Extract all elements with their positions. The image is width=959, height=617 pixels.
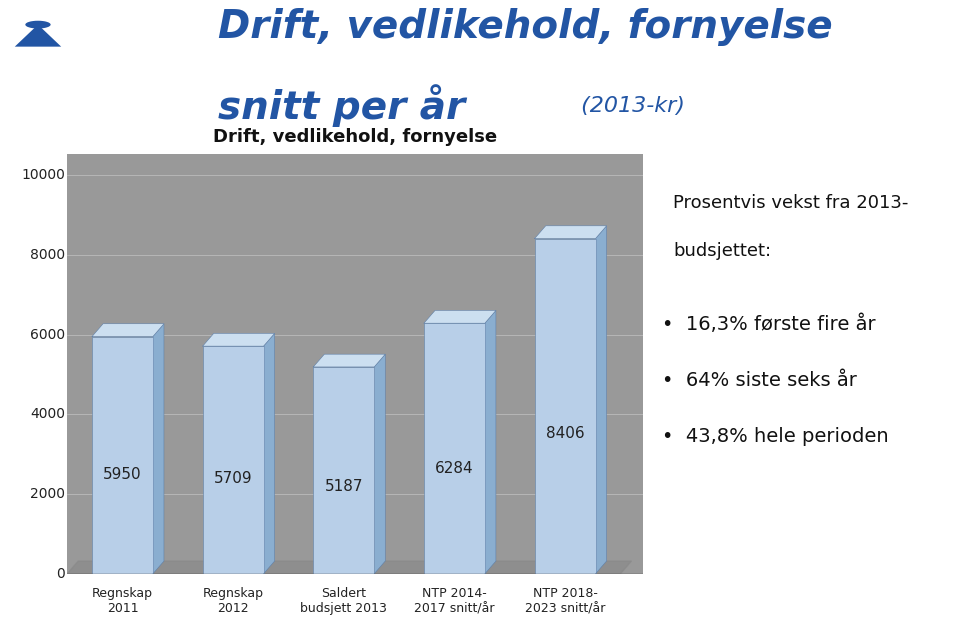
Bar [535,239,596,574]
Text: 6284: 6284 [435,461,474,476]
Wedge shape [25,21,51,28]
Polygon shape [485,310,496,574]
Polygon shape [264,333,274,574]
Text: 8000: 8000 [30,248,65,262]
Text: 8406: 8406 [546,426,584,441]
Polygon shape [152,324,164,574]
Polygon shape [374,354,386,574]
Bar [92,336,152,574]
Text: snitt per år: snitt per år [219,85,465,127]
Polygon shape [14,25,61,47]
Bar [314,367,374,574]
Text: budsjettet:: budsjettet: [673,242,771,260]
Polygon shape [202,333,274,346]
Polygon shape [424,310,496,323]
Text: 5950: 5950 [104,466,142,482]
Text: 5709: 5709 [214,471,252,486]
Text: Drift, vedlikehold, fornyelse: Drift, vedlikehold, fornyelse [219,8,833,46]
Bar [424,323,485,574]
Text: •  16,3% første fire år: • 16,3% første fire år [662,315,876,334]
Bar [202,346,264,574]
Circle shape [0,8,118,57]
Polygon shape [67,561,631,574]
Text: (2013-kr): (2013-kr) [573,96,685,116]
Polygon shape [92,324,164,336]
Text: Drift, vedlikehold, fornyelse: Drift, vedlikehold, fornyelse [213,128,497,146]
Polygon shape [596,226,607,574]
Text: •  64% siste seks år: • 64% siste seks år [662,371,856,390]
Text: 5187: 5187 [324,479,363,494]
Text: 0: 0 [57,567,65,581]
Text: 4000: 4000 [30,407,65,421]
Text: •  43,8% hele perioden: • 43,8% hele perioden [662,427,888,446]
Text: 10000: 10000 [21,168,65,182]
Text: Prosentvis vekst fra 2013-: Prosentvis vekst fra 2013- [673,194,908,212]
Text: 6000: 6000 [30,328,65,342]
Text: 2000: 2000 [30,487,65,501]
Polygon shape [314,354,386,367]
Text: Jernbaneverket: Jernbaneverket [74,27,188,40]
Polygon shape [535,226,607,239]
